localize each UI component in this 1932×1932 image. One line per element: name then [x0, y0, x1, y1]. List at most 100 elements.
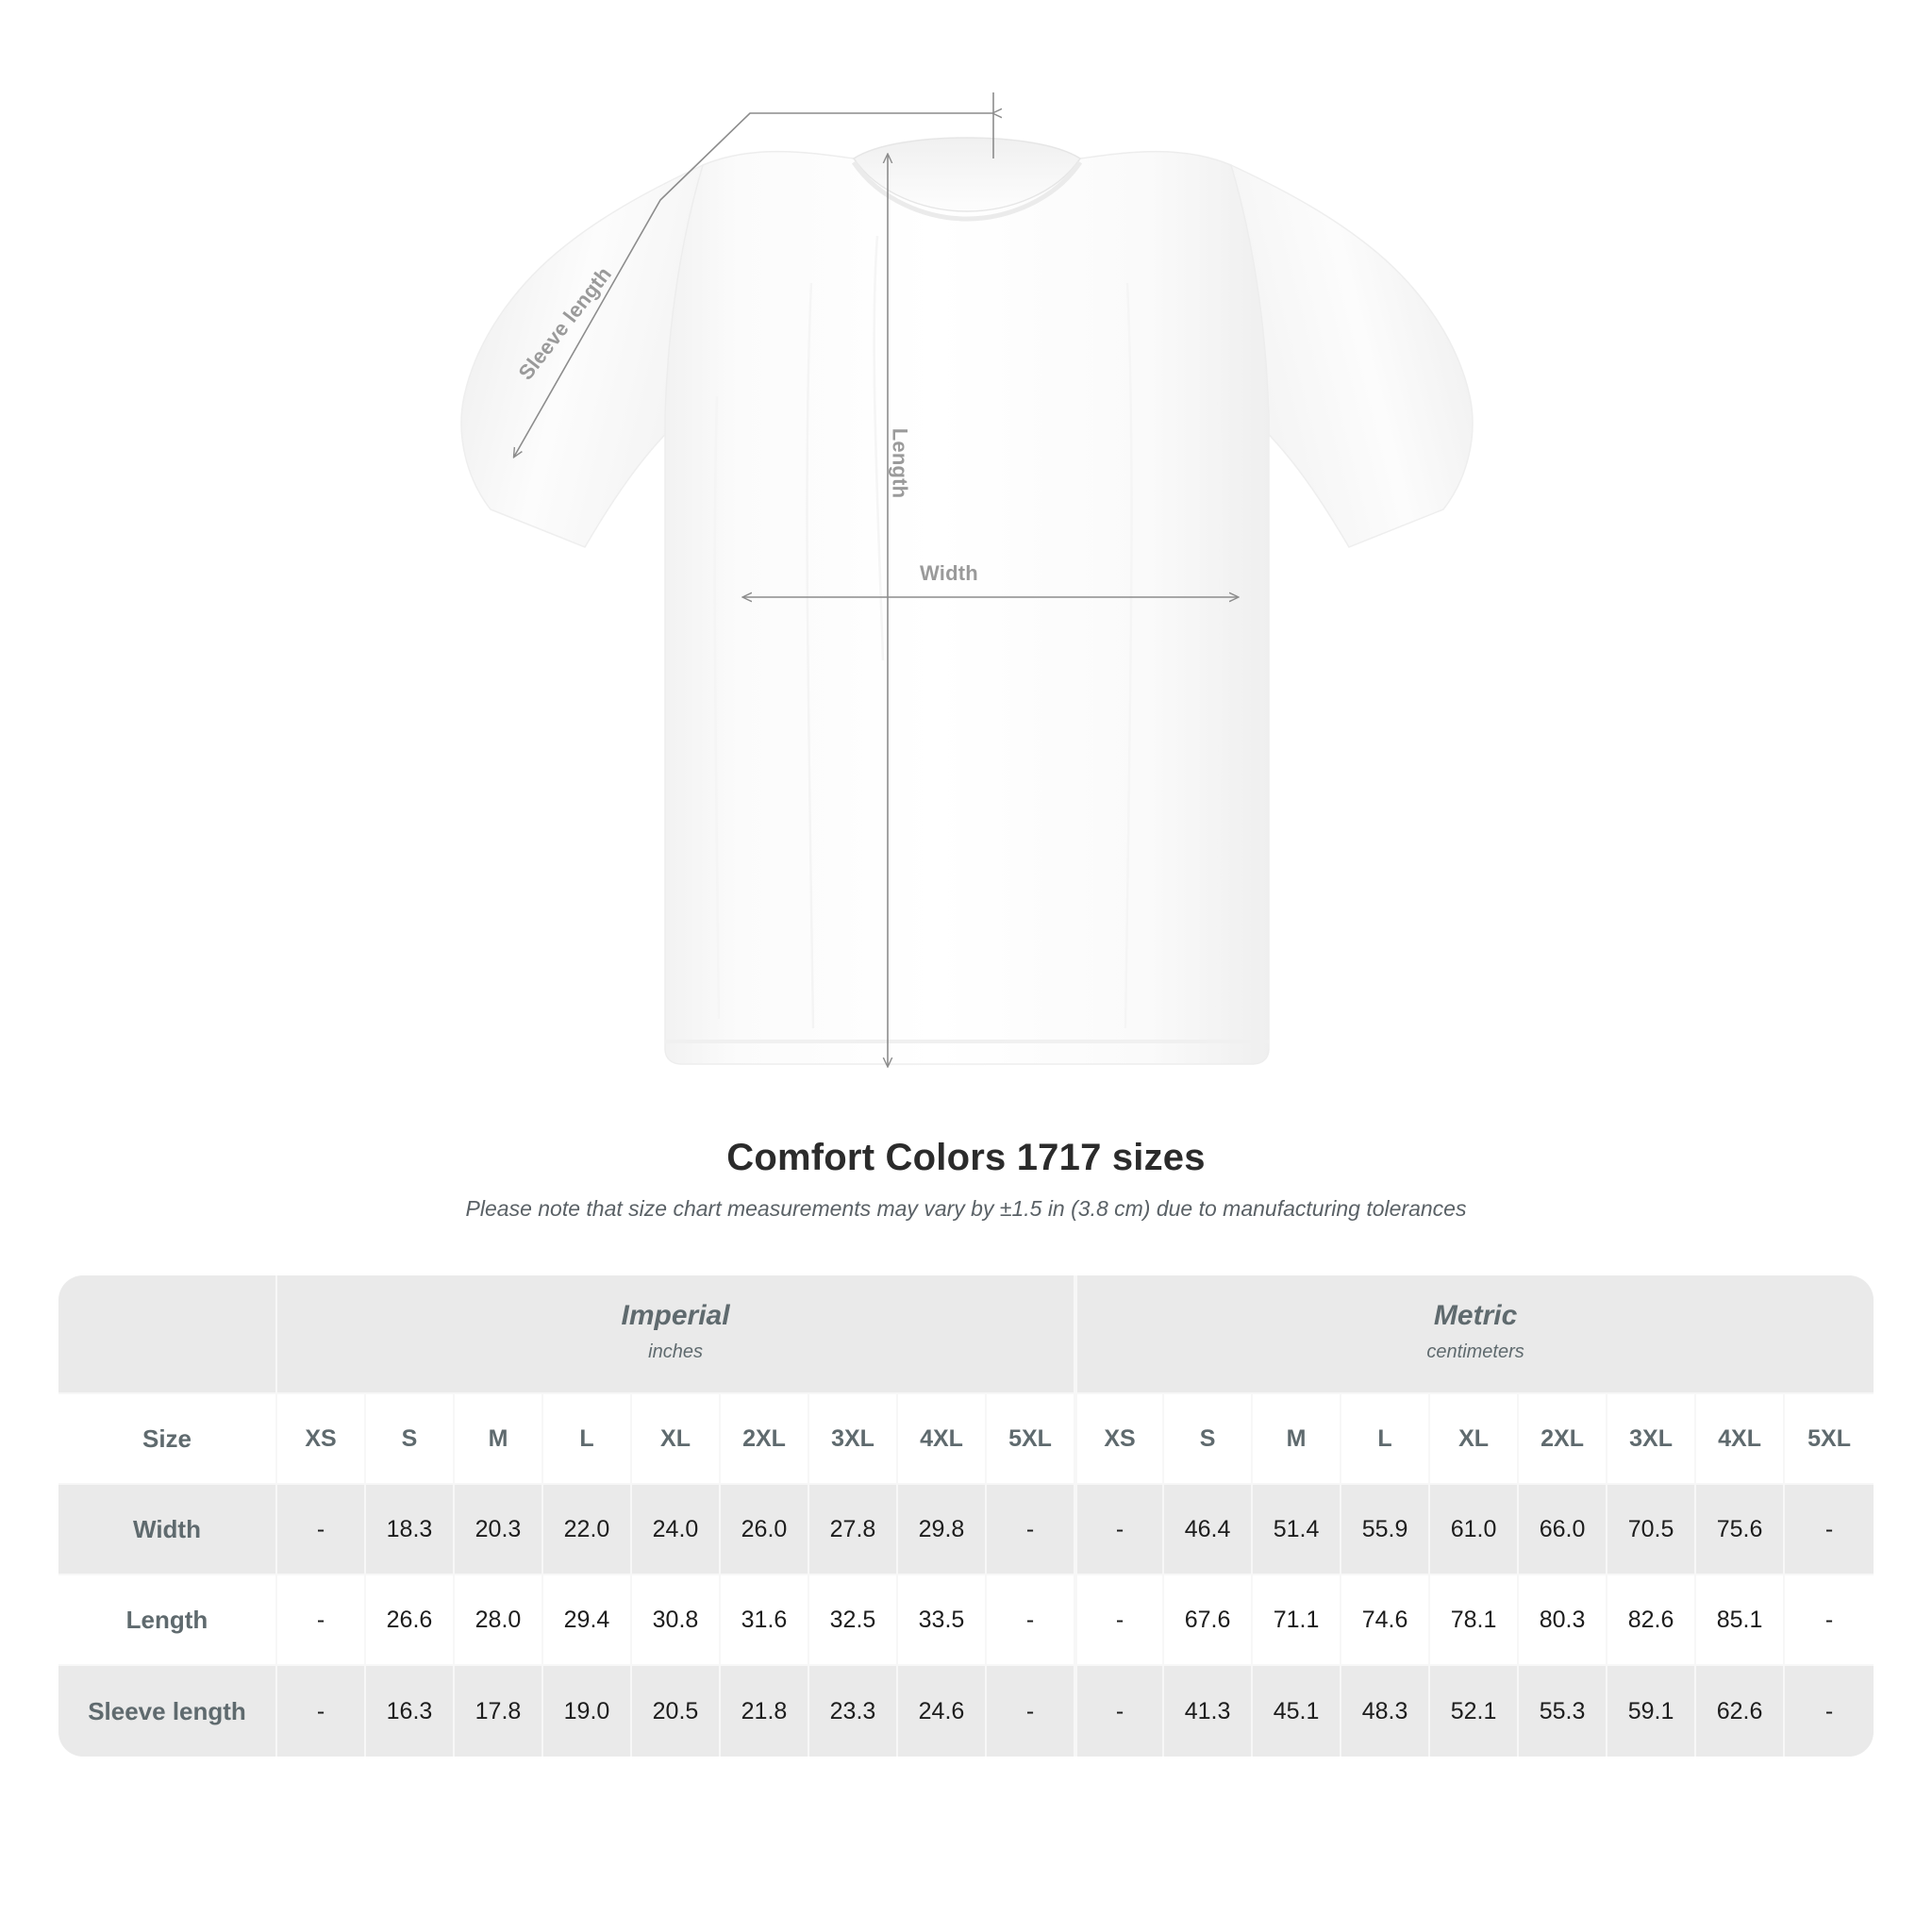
table-row: Sleeve length -16.3 17.8 19.0 20.5 21.8 23.3 24…	[58, 1666, 1874, 1757]
cell-sleeve-length-imperial-XS: -	[277, 1666, 366, 1757]
cell-sleeve-length-metric-L: 48.3	[1341, 1666, 1431, 1757]
measurement-guides	[514, 92, 1238, 1066]
cell-width-imperial-XS: -	[277, 1485, 366, 1575]
size-header-metric-M: M	[1253, 1394, 1342, 1485]
cell-length-metric-L: 74.6	[1341, 1575, 1431, 1666]
cell-width-imperial-4XL: 29.8	[898, 1485, 987, 1575]
cell-length-metric-4XL: 85.1	[1696, 1575, 1786, 1666]
cell-sleeve-length-imperial-M: 17.8	[455, 1666, 543, 1757]
size-header-imperial-3XL: 3XL	[809, 1394, 898, 1485]
cell-width-metric-XL: 61.0	[1430, 1485, 1520, 1575]
cell-width-imperial-M: 20.3	[455, 1485, 543, 1575]
cell-width-imperial-S: 18.3	[366, 1485, 455, 1575]
size-table-container: Imperial inches Metric centimeters Size XS S M L…	[58, 1275, 1874, 1757]
cell-sleeve-length-imperial-2XL: 21.8	[721, 1666, 809, 1757]
cell-width-metric-S: 46.4	[1164, 1485, 1254, 1575]
row-label-length: Length	[58, 1575, 277, 1666]
page-subtitle: Please note that size chart measurements…	[465, 1196, 1467, 1221]
cell-length-metric-2XL: 80.3	[1519, 1575, 1608, 1666]
size-table: Imperial inches Metric centimeters Size XS S M L…	[58, 1275, 1874, 1757]
cell-sleeve-length-metric-5XL: -	[1785, 1666, 1874, 1757]
size-header-metric-4XL: 4XL	[1696, 1394, 1786, 1485]
cell-sleeve-length-imperial-L: 19.0	[543, 1666, 632, 1757]
size-header-metric-5XL: 5XL	[1785, 1394, 1874, 1485]
cell-length-metric-5XL: -	[1785, 1575, 1874, 1666]
row-label-width: Width	[58, 1485, 277, 1575]
cell-width-metric-L: 55.9	[1341, 1485, 1431, 1575]
size-header-imperial-S: S	[366, 1394, 455, 1485]
cell-length-metric-3XL: 82.6	[1607, 1575, 1697, 1666]
cell-length-imperial-XL: 30.8	[632, 1575, 721, 1666]
unit-group-sub: inches	[648, 1341, 703, 1362]
shirt-body	[664, 150, 1270, 1065]
cell-width-metric-5XL: -	[1785, 1485, 1874, 1575]
cell-sleeve-length-metric-M: 45.1	[1253, 1666, 1342, 1757]
cell-length-metric-M: 71.1	[1253, 1575, 1342, 1666]
size-header-imperial-XL: XL	[632, 1394, 721, 1485]
cell-sleeve-length-metric-4XL: 62.6	[1696, 1666, 1786, 1757]
cell-length-imperial-S: 26.6	[366, 1575, 455, 1666]
unit-row-corner	[58, 1275, 277, 1394]
unit-group-sub: centimeters	[1426, 1341, 1524, 1362]
size-header-imperial-M: M	[455, 1394, 543, 1485]
size-header-metric-2XL: 2XL	[1519, 1394, 1608, 1485]
sleeve-guide	[514, 113, 993, 457]
cell-length-metric-XS: -	[1075, 1575, 1165, 1666]
unit-group-metric: Metric centimeters	[1075, 1275, 1874, 1394]
table-row: Width -18.3 20.3 22.0 24.0 26.0 27.8 29.8- -46.4…	[58, 1485, 1874, 1575]
cell-sleeve-length-imperial-XL: 20.5	[632, 1666, 721, 1757]
cell-sleeve-length-imperial-4XL: 24.6	[898, 1666, 987, 1757]
cell-length-imperial-L: 29.4	[543, 1575, 632, 1666]
cell-width-imperial-5XL: -	[987, 1485, 1076, 1575]
table-row: Length -26.6 28.0 29.4 30.8 31.6 32.5 33.5- -67.…	[58, 1575, 1874, 1666]
cell-width-imperial-L: 22.0	[543, 1485, 632, 1575]
unit-group-imperial: Imperial inches	[277, 1275, 1076, 1394]
cell-sleeve-length-imperial-S: 16.3	[366, 1666, 455, 1757]
cell-sleeve-length-imperial-3XL: 23.3	[809, 1666, 898, 1757]
size-header-metric-L: L	[1341, 1394, 1431, 1485]
cell-length-imperial-4XL: 33.5	[898, 1575, 987, 1666]
unit-group-row: Imperial inches Metric centimeters	[58, 1275, 1874, 1394]
unit-group-name: Metric	[1433, 1299, 1518, 1331]
page-title: Comfort Colors 1717 sizes	[726, 1137, 1206, 1178]
size-header-imperial-XS: XS	[277, 1394, 366, 1485]
size-header-imperial-4XL: 4XL	[898, 1394, 987, 1485]
cell-sleeve-length-metric-3XL: 59.1	[1607, 1666, 1697, 1757]
size-header-row: Size XS S M L XL 2XL 3XL 4XL 5XL XS S M L XL 2XL 3XL 4XL 5…	[58, 1394, 1874, 1485]
size-header-imperial-2XL: 2XL	[721, 1394, 809, 1485]
cell-width-metric-4XL: 75.6	[1696, 1485, 1786, 1575]
tshirt-diagram: Sleeve length Length Width	[460, 92, 1474, 1113]
width-label: Width	[920, 561, 978, 585]
cell-length-imperial-3XL: 32.5	[809, 1575, 898, 1666]
cell-width-imperial-2XL: 26.0	[721, 1485, 809, 1575]
size-header-metric-XS: XS	[1075, 1394, 1165, 1485]
cell-width-metric-XS: -	[1075, 1485, 1165, 1575]
cell-length-imperial-5XL: -	[987, 1575, 1076, 1666]
cell-length-metric-XL: 78.1	[1430, 1575, 1520, 1666]
cell-length-imperial-2XL: 31.6	[721, 1575, 809, 1666]
cell-width-metric-2XL: 66.0	[1519, 1485, 1608, 1575]
cell-sleeve-length-metric-XL: 52.1	[1430, 1666, 1520, 1757]
cell-width-metric-3XL: 70.5	[1607, 1485, 1697, 1575]
cell-length-metric-S: 67.6	[1164, 1575, 1254, 1666]
unit-group-name: Imperial	[621, 1299, 730, 1331]
cell-sleeve-length-metric-2XL: 55.3	[1519, 1666, 1608, 1757]
tshirt-illustration	[460, 92, 1474, 1113]
cell-sleeve-length-metric-XS: -	[1075, 1666, 1165, 1757]
cell-sleeve-length-imperial-5XL: -	[987, 1666, 1076, 1757]
size-header-metric-3XL: 3XL	[1607, 1394, 1697, 1485]
size-header-imperial-5XL: 5XL	[987, 1394, 1076, 1485]
cell-width-imperial-XL: 24.0	[632, 1485, 721, 1575]
cell-width-imperial-3XL: 27.8	[809, 1485, 898, 1575]
right-sleeve	[1230, 163, 1474, 548]
cell-sleeve-length-metric-S: 41.3	[1164, 1666, 1254, 1757]
cell-width-metric-M: 51.4	[1253, 1485, 1342, 1575]
cell-length-imperial-XS: -	[277, 1575, 366, 1666]
heading-block: Comfort Colors 1717 sizes Please note th…	[0, 1137, 1932, 1222]
size-header-imperial-L: L	[543, 1394, 632, 1485]
size-header-metric-XL: XL	[1430, 1394, 1520, 1485]
cell-length-imperial-M: 28.0	[455, 1575, 543, 1666]
length-label: Length	[888, 427, 912, 499]
size-header-metric-S: S	[1164, 1394, 1254, 1485]
